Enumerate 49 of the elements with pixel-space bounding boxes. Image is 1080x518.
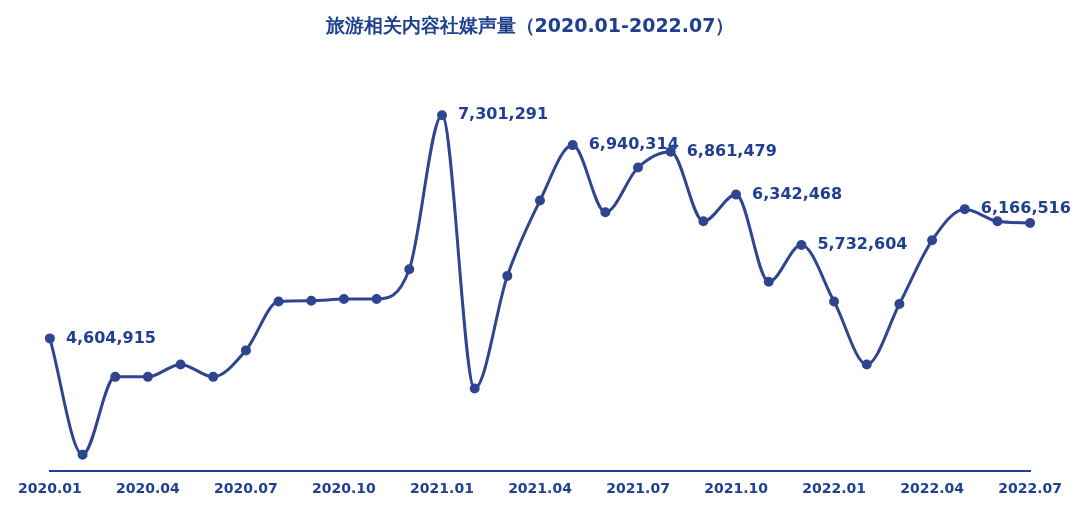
- data-label: 6,861,479: [686, 140, 777, 160]
- data-label: 7,301,291: [457, 104, 549, 124]
- point: [535, 195, 545, 206]
- point: [600, 207, 611, 218]
- x-tick-label: 2021.10: [704, 480, 769, 497]
- x-tick-label: 2022.01: [802, 480, 866, 497]
- point: [861, 359, 872, 370]
- data-label: 4,604,915: [65, 327, 156, 347]
- data-label: 6,940,314: [588, 134, 679, 154]
- point: [306, 295, 317, 306]
- x-tick-label: 2021.01: [410, 480, 474, 497]
- point: [502, 270, 513, 281]
- x-tick-label: 2021.04: [508, 480, 573, 497]
- point: [959, 204, 970, 215]
- chart-title: 旅游相关内容社媒声量（2020.01-2022.07）: [324, 14, 735, 37]
- point: [894, 299, 905, 310]
- point: [371, 294, 382, 305]
- point: [731, 189, 742, 200]
- point: [110, 371, 121, 382]
- x-tick-label: 2020.10: [312, 480, 377, 497]
- point: [633, 162, 644, 173]
- point: [992, 216, 1003, 227]
- point: [142, 371, 153, 382]
- point: [469, 383, 480, 394]
- data-label: 5,732,604: [817, 234, 908, 254]
- x-tick-label: 2022.04: [900, 480, 965, 497]
- point: [567, 140, 578, 151]
- x-tick-label: 2020.07: [214, 480, 278, 497]
- data-label: 6,342,468: [752, 183, 843, 203]
- point: [208, 371, 219, 382]
- x-tick-label: 2020.01: [18, 480, 82, 497]
- x-tick-label: 2020.04: [116, 480, 181, 497]
- point: [829, 296, 840, 307]
- point: [44, 333, 55, 344]
- x-tick-label: 2022.07: [998, 480, 1062, 497]
- x-tick-label: 2021.07: [606, 480, 670, 497]
- point: [927, 235, 938, 246]
- point: [698, 216, 709, 227]
- point: [240, 345, 251, 356]
- point: [763, 276, 774, 287]
- point: [338, 294, 349, 305]
- point: [273, 296, 284, 307]
- data-label: 6,166,516: [980, 198, 1071, 218]
- point: [436, 110, 447, 121]
- point: [404, 264, 415, 275]
- point: [1025, 217, 1036, 228]
- point: [796, 240, 807, 251]
- point: [77, 449, 88, 460]
- point: [175, 359, 186, 370]
